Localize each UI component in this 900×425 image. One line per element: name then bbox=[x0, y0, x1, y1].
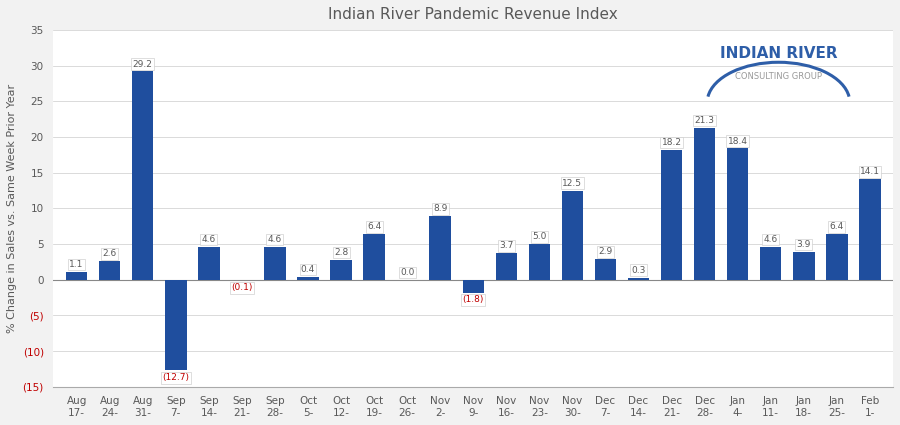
Text: 12.5: 12.5 bbox=[562, 178, 582, 188]
Text: 1.1: 1.1 bbox=[69, 260, 84, 269]
Text: 2.8: 2.8 bbox=[334, 248, 348, 257]
Text: 0.0: 0.0 bbox=[400, 268, 414, 277]
Bar bbox=[496, 253, 518, 280]
Text: (1.8): (1.8) bbox=[463, 295, 484, 304]
Bar bbox=[265, 247, 285, 280]
Bar bbox=[132, 71, 154, 280]
Text: 6.4: 6.4 bbox=[830, 222, 844, 231]
Y-axis label: % Change in Sales vs. Same Week Prior Year: % Change in Sales vs. Same Week Prior Ye… bbox=[7, 84, 17, 333]
Bar bbox=[99, 261, 121, 280]
Bar bbox=[694, 128, 716, 280]
Bar bbox=[297, 277, 319, 280]
Text: 6.4: 6.4 bbox=[367, 222, 382, 231]
Bar bbox=[66, 272, 87, 280]
Text: CONSULTING GROUP: CONSULTING GROUP bbox=[735, 72, 822, 81]
Text: 4.6: 4.6 bbox=[268, 235, 282, 244]
Title: Indian River Pandemic Revenue Index: Indian River Pandemic Revenue Index bbox=[328, 7, 618, 22]
Bar bbox=[330, 260, 352, 280]
Bar bbox=[826, 234, 848, 280]
Text: 4.6: 4.6 bbox=[763, 235, 778, 244]
Bar bbox=[198, 247, 220, 280]
Bar bbox=[231, 280, 253, 281]
Bar bbox=[727, 148, 749, 280]
Text: 18.4: 18.4 bbox=[728, 136, 748, 146]
Bar bbox=[760, 247, 781, 280]
Text: 2.9: 2.9 bbox=[598, 247, 613, 256]
Bar bbox=[860, 179, 881, 280]
Text: 8.9: 8.9 bbox=[433, 204, 447, 213]
Text: 0.3: 0.3 bbox=[631, 266, 645, 275]
Bar bbox=[463, 280, 484, 292]
Text: 29.2: 29.2 bbox=[133, 60, 153, 68]
Bar bbox=[364, 234, 385, 280]
Text: 14.1: 14.1 bbox=[860, 167, 880, 176]
Bar bbox=[793, 252, 814, 280]
Bar bbox=[562, 190, 583, 280]
Text: 3.7: 3.7 bbox=[500, 241, 514, 250]
Text: 18.2: 18.2 bbox=[662, 138, 681, 147]
Bar bbox=[165, 280, 186, 370]
Text: 0.4: 0.4 bbox=[301, 265, 315, 274]
Text: (12.7): (12.7) bbox=[162, 373, 189, 382]
Text: (0.1): (0.1) bbox=[231, 283, 253, 292]
Bar bbox=[528, 244, 550, 280]
Text: 5.0: 5.0 bbox=[532, 232, 546, 241]
Text: 4.6: 4.6 bbox=[202, 235, 216, 244]
Bar bbox=[595, 259, 616, 280]
Bar bbox=[661, 150, 682, 280]
Text: 3.9: 3.9 bbox=[796, 240, 811, 249]
Text: 21.3: 21.3 bbox=[695, 116, 715, 125]
Text: INDIAN RIVER: INDIAN RIVER bbox=[720, 45, 837, 61]
Bar bbox=[628, 278, 649, 280]
Bar bbox=[429, 216, 451, 280]
Text: 2.6: 2.6 bbox=[103, 249, 117, 258]
